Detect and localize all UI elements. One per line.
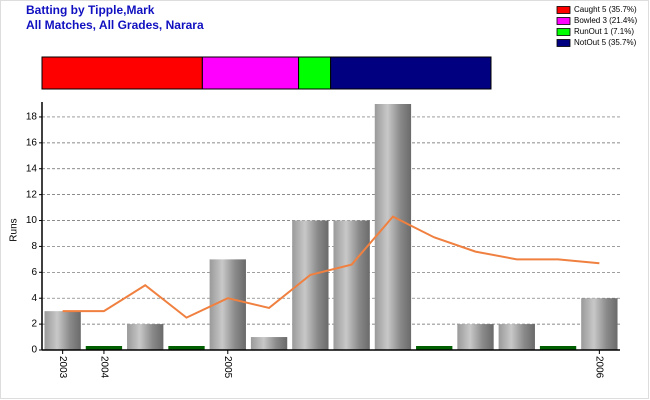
legend-swatch <box>556 6 571 14</box>
bar <box>168 346 205 350</box>
y-tick-label: 18 <box>26 112 38 123</box>
x-tick-label: 2004 <box>98 356 109 379</box>
y-tick-label: 6 <box>31 267 37 278</box>
bar <box>374 104 412 350</box>
chart-subtitle: All Matches, All Grades, Narara <box>26 18 204 32</box>
legend-swatch <box>556 17 571 25</box>
bar <box>44 311 81 350</box>
legend-swatch <box>556 28 571 36</box>
average-line <box>62 215 600 319</box>
y-axis-label: Runs <box>9 218 20 241</box>
bar <box>416 346 453 350</box>
x-tick-label: 2006 <box>594 356 605 379</box>
legend-swatch <box>556 39 571 47</box>
x-tick-label: 2005 <box>222 356 233 379</box>
legend-label: NotOut 5 (35.7%) <box>574 38 637 47</box>
bar <box>457 324 494 350</box>
bar <box>127 324 164 350</box>
legend-label: Bowled 3 (21.4%) <box>574 16 637 25</box>
y-tick-label: 16 <box>26 137 38 148</box>
legend-label: RunOut 1 (7.1%) <box>574 27 634 36</box>
bar <box>250 337 288 350</box>
legend-label: Caught 5 (35.7%) <box>574 5 637 14</box>
bar <box>498 324 535 350</box>
y-tick-label: 14 <box>26 163 38 174</box>
dismissal-segment <box>330 56 492 90</box>
y-tick-label: 4 <box>31 293 37 304</box>
y-tick-label: 10 <box>26 215 38 226</box>
y-tick-label: 12 <box>26 189 38 200</box>
y-tick-label: 8 <box>31 241 37 252</box>
dismissal-segment <box>201 56 300 90</box>
bar <box>581 298 618 350</box>
y-tick-label: 2 <box>31 319 37 330</box>
bar <box>85 346 123 350</box>
chart-title: Batting by Tipple,Mark <box>26 3 155 17</box>
x-tick-label: 2003 <box>57 356 68 379</box>
bar <box>539 346 577 350</box>
dismissal-segment <box>41 56 203 90</box>
dismissal-segment <box>298 56 332 90</box>
y-tick-label: 0 <box>31 345 37 356</box>
bar <box>333 220 370 350</box>
